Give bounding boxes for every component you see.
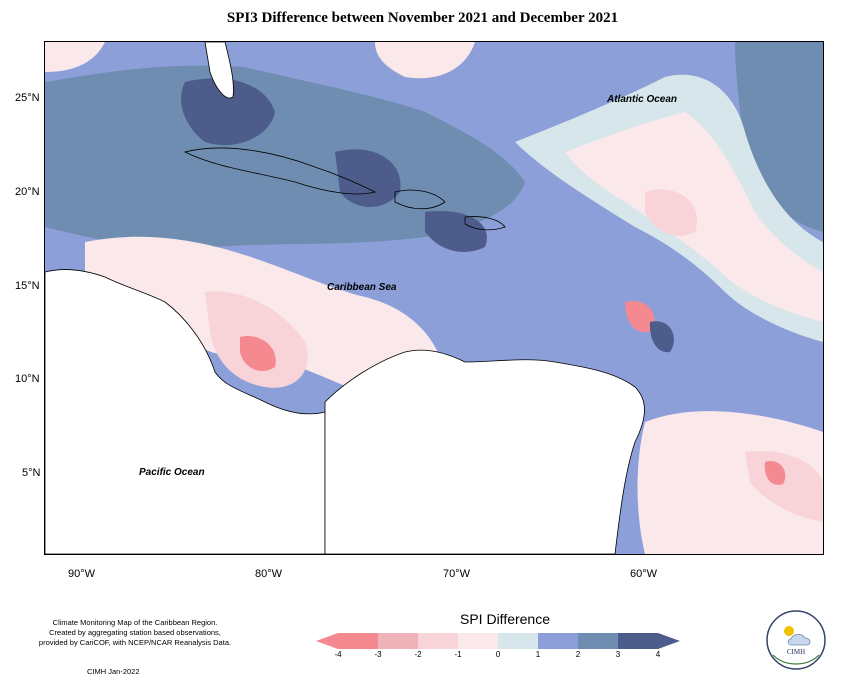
legend-tick-label: -3	[374, 650, 382, 659]
lat-tick: 10°N	[15, 373, 40, 385]
legend-tick-label: 2	[575, 650, 581, 659]
legend-tick-label: 0	[495, 650, 501, 659]
map-area[interactable]: Atlantic Ocean Caribbean Sea Pacific Oce…	[44, 41, 824, 555]
legend-tick-label: 3	[615, 650, 621, 659]
field-pink-cell	[375, 42, 475, 79]
island-hispaniola	[394, 189, 446, 210]
land-central-america	[45, 269, 326, 554]
field-pink-corner	[45, 42, 105, 72]
field-dark-cell	[425, 211, 487, 252]
spi-field	[45, 42, 823, 554]
credit-line: Climate Monitoring Map of the Caribbean …	[52, 618, 218, 627]
island-puerto-rico	[464, 216, 506, 231]
lon-tick: 90°W	[68, 568, 96, 580]
cloud-icon	[787, 633, 811, 646]
lon-tick: 80°W	[255, 568, 283, 580]
legend-segment	[578, 633, 618, 649]
legend-tick-label: 4	[655, 650, 661, 659]
field-red-cell	[764, 461, 786, 485]
legend-tick-label: -2	[414, 650, 422, 659]
atlantic-ocean-label: Atlantic Ocean	[607, 94, 678, 105]
caribbean-sea-label: Caribbean Sea	[327, 282, 397, 293]
pacific-ocean-label: Pacific Ocean	[139, 467, 205, 478]
field-pink-guiana-inner	[745, 451, 823, 522]
credit-line: Created by aggregating station based obs…	[49, 628, 221, 637]
lat-tick: 15°N	[15, 280, 40, 292]
logo-text: CIMH	[787, 648, 805, 656]
legend-title: SPI Difference	[460, 611, 551, 627]
legend-segment	[538, 633, 578, 649]
field-dark-cell	[181, 78, 275, 146]
lat-tick: 5°N	[22, 467, 41, 479]
field-gray-east	[735, 42, 823, 232]
field-dark-cell	[649, 321, 674, 353]
legend-segment	[498, 633, 538, 649]
legend-tick-label: -1	[454, 650, 462, 659]
legend-segment	[316, 633, 378, 649]
legend-segment	[378, 633, 418, 649]
field-dark-cell	[335, 149, 401, 207]
land-florida	[204, 42, 234, 99]
legend-segment	[458, 633, 498, 649]
credit-date: CIMH Jan-2022	[87, 667, 140, 676]
legend-segment	[418, 633, 458, 649]
field-pink-cell	[645, 189, 697, 236]
lon-tick: 70°W	[443, 568, 471, 580]
lat-tick: 20°N	[15, 186, 40, 198]
credit-line: provided by CariCOF, with NCEP/NCAR Rean…	[38, 638, 232, 647]
legend-tick-label: 1	[535, 650, 541, 659]
field-red-cell	[240, 336, 276, 372]
credit-text: Climate Monitoring Map of the Caribbean …	[20, 618, 250, 648]
sun-icon	[784, 626, 794, 636]
lon-tick: 60°W	[630, 568, 658, 580]
legend-segment	[618, 633, 680, 649]
legend-tick-label: -4	[334, 650, 342, 659]
field-red-cell	[625, 301, 655, 333]
land-south-america	[324, 349, 645, 554]
cimh-logo: CIMH	[766, 610, 826, 670]
map-title: SPI3 Difference between November 2021 an…	[226, 10, 619, 26]
island-cuba	[183, 147, 377, 195]
legend-colorbar	[316, 633, 680, 649]
field-pink-guiana	[637, 411, 823, 554]
lat-tick: 25°N	[15, 92, 40, 104]
